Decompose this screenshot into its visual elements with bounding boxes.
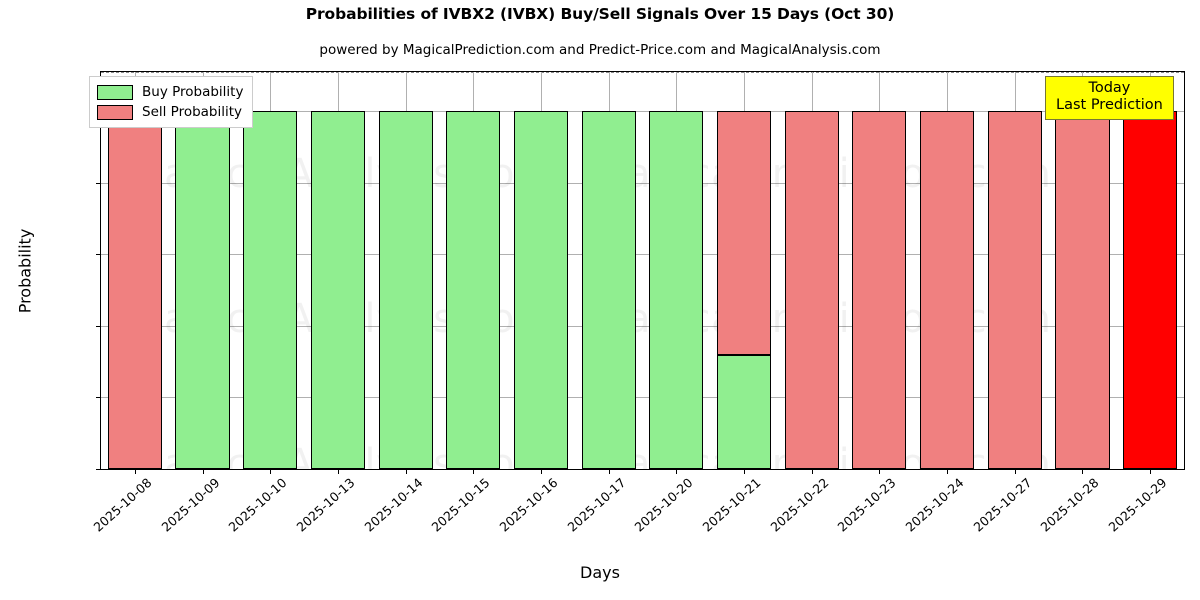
x-tick-mark	[947, 469, 949, 474]
today-annotation-line1: Today	[1088, 80, 1131, 96]
x-tick-label: 2025-10-22	[767, 474, 832, 535]
y-tick-mark	[96, 254, 101, 256]
x-tick-mark	[744, 469, 746, 474]
x-tick-mark	[134, 469, 136, 474]
x-tick-label: 2025-10-28	[1037, 474, 1102, 535]
y-tick-mark	[96, 325, 101, 327]
bar-column[interactable]	[581, 72, 636, 469]
x-tick-mark	[540, 469, 542, 474]
x-tick-mark	[270, 469, 272, 474]
bar-segment-buy[interactable]	[716, 354, 772, 469]
bar-segment-buy[interactable]	[649, 111, 704, 469]
x-tick-mark	[202, 469, 204, 474]
bar-segment-sell[interactable]	[987, 111, 1042, 469]
chart-subtitle: powered by MagicalPrediction.com and Pre…	[319, 42, 881, 58]
bar-column[interactable]	[987, 72, 1042, 469]
plot-inner: MagicalAnalysis.comMagicalPrediction.com…	[101, 72, 1184, 469]
x-tick-mark	[1150, 469, 1152, 474]
y-tick-mark	[96, 469, 101, 470]
x-tick-label: 2025-10-16	[496, 474, 561, 535]
bar-segment-buy[interactable]	[513, 111, 569, 469]
x-tick-mark	[1082, 469, 1084, 474]
bar-column[interactable]	[1055, 72, 1110, 469]
x-tick-label: 2025-10-08	[90, 474, 155, 535]
legend-label-buy: Buy Probability	[142, 84, 244, 100]
bar-segment-buy[interactable]	[378, 111, 433, 469]
chart-title: Probabilities of IVBX2 (IVBX) Buy/Sell S…	[305, 5, 895, 23]
today-annotation: Today Last Prediction	[1045, 76, 1174, 121]
x-tick-label: 2025-10-09	[157, 474, 223, 535]
y-axis-label: Probability	[15, 228, 35, 313]
bar-column[interactable]	[920, 72, 975, 469]
y-gridline	[101, 325, 1184, 327]
x-tick-label: 2025-10-23	[834, 474, 899, 535]
bar-column[interactable]	[243, 72, 298, 469]
bar-column[interactable]	[310, 72, 365, 469]
x-tick-mark	[473, 469, 475, 474]
bar-segment-sell[interactable]	[1055, 111, 1110, 469]
x-tick-mark	[879, 469, 881, 474]
legend-swatch-sell-icon	[97, 104, 133, 120]
legend-item-sell[interactable]: Sell Probability	[97, 102, 243, 122]
bar-column[interactable]	[378, 72, 433, 469]
bar-segment-buy[interactable]	[310, 111, 365, 469]
x-tick-label: 2025-10-17	[564, 474, 629, 535]
bar-column[interactable]	[649, 72, 704, 469]
y-gridline	[101, 397, 1184, 399]
x-tick-mark	[811, 469, 813, 474]
bar-column[interactable]	[784, 72, 839, 469]
x-tick-label: 2025-10-29	[1105, 474, 1170, 535]
bar-column[interactable]	[513, 72, 569, 469]
x-tick-mark	[608, 469, 610, 474]
bar-segment-buy[interactable]	[243, 111, 298, 469]
reference-line	[101, 72, 1184, 73]
bar-segment-sell[interactable]	[920, 111, 975, 469]
x-tick-label: 2025-10-20	[631, 474, 696, 535]
bar-segment-sell[interactable]	[716, 111, 772, 355]
y-gridline	[101, 111, 1184, 113]
x-tick-label: 2025-10-14	[361, 474, 426, 535]
bar-column[interactable]	[716, 72, 772, 469]
y-tick-mark	[96, 397, 101, 399]
bar-segment-sell[interactable]	[1123, 111, 1178, 469]
y-tick-mark	[96, 182, 101, 184]
legend-item-buy[interactable]: Buy Probability	[97, 82, 243, 102]
x-tick-mark	[676, 469, 678, 474]
bar-column[interactable]	[446, 72, 501, 469]
bar-column[interactable]	[1123, 72, 1178, 469]
bar-column[interactable]	[175, 72, 230, 469]
x-tick-label: 2025-10-24	[902, 474, 967, 535]
bar-segment-buy[interactable]	[446, 111, 501, 469]
bar-column[interactable]	[107, 72, 162, 469]
y-gridline	[101, 254, 1184, 256]
x-tick-label: 2025-10-15	[428, 474, 493, 535]
bar-segment-sell[interactable]	[107, 111, 162, 469]
x-tick-label: 2025-10-13	[293, 474, 358, 535]
bar-segment-sell[interactable]	[784, 111, 839, 469]
x-tick-mark	[337, 469, 339, 474]
bar-segment-buy[interactable]	[581, 111, 636, 469]
x-axis-label: Days	[580, 563, 620, 582]
today-annotation-line2: Last Prediction	[1056, 97, 1163, 114]
chart-legend: Buy Probability Sell Probability	[89, 76, 254, 128]
y-gridline	[101, 182, 1184, 184]
x-tick-mark	[1014, 469, 1016, 474]
x-tick-label: 2025-10-27	[970, 474, 1035, 535]
legend-label-sell: Sell Probability	[142, 104, 243, 120]
bar-segment-sell[interactable]	[852, 111, 907, 469]
x-tick-label: 2025-10-10	[225, 474, 290, 535]
bar-segment-buy[interactable]	[175, 111, 230, 469]
bar-column[interactable]	[852, 72, 907, 469]
x-tick-mark	[405, 469, 407, 474]
plot-area: Probability MagicalAnalysis.comMagicalPr…	[16, 71, 1185, 535]
legend-swatch-buy-icon	[97, 84, 133, 100]
x-tick-label: 2025-10-21	[699, 474, 764, 535]
